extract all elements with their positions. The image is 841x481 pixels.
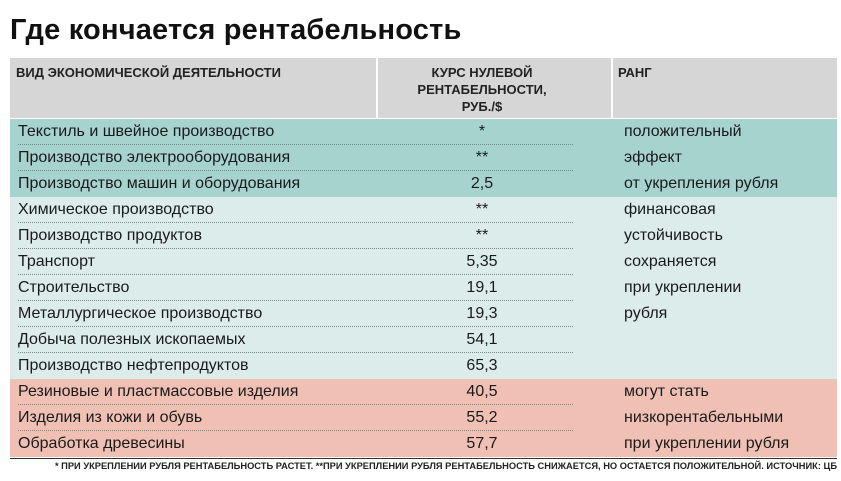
table-row: Химическое производство ** финансовая — [10, 197, 837, 223]
group-positive-effect: Текстиль и швейное производство * положите… — [10, 119, 837, 197]
table-row: Производство нефтепродуктов 65,3 — [18, 357, 498, 374]
column-header-rate: КУРС НУЛЕВОЙ РЕНТАБЕЛЬНОСТИ, РУБ./$ — [417, 65, 547, 114]
group-stable: Химическое производство ** финансовая Прои… — [10, 197, 837, 379]
column-header-rank: РАНГ — [618, 65, 652, 80]
header-divider — [611, 58, 613, 118]
table-row: Обработка древесины 57,7 при укреплении ру… — [18, 435, 790, 452]
table-row: Добыча полезных ископаемых 54,1 — [10, 327, 837, 353]
table-row: Изделия из кожи и обувь 55,2 низкорентабел… — [10, 405, 837, 431]
table-header: ВИД ЭКОНОМИЧЕСКОЙ ДЕЯТЕЛЬНОСТИ КУРС НУЛЕ… — [10, 58, 837, 118]
group-low-profit: Резиновые и пластмассовые изделия 40,5 мог… — [10, 379, 837, 457]
table-row: Резиновые и пластмассовые изделия 40,5 мог… — [10, 379, 837, 405]
profitability-table: ВИД ЭКОНОМИЧЕСКОЙ ДЕЯТЕЛЬНОСТИ КУРС НУЛЕ… — [10, 58, 837, 457]
table-row: Металлургическое производство 19,3 рубля — [10, 301, 837, 327]
header-divider — [376, 58, 378, 118]
table-row: Транспорт 5,35 сохраняется — [10, 249, 837, 275]
column-header-activity: ВИД ЭКОНОМИЧЕСКОЙ ДЕЯТЕЛЬНОСТИ — [16, 65, 281, 80]
table-row: Строительство 19,1 при укреплении — [10, 275, 837, 301]
table-row: Производство электрооборудования ** эффект — [10, 145, 837, 171]
table-row: Производство продуктов ** устойчивость — [10, 223, 837, 249]
page-title: Где кончается рентабельность — [10, 14, 462, 46]
table-row: Текстиль и швейное производство * положите… — [10, 119, 837, 145]
footnote: * ПРИ УКРЕПЛЕНИИ РУБЛЯ РЕНТАБЕЛЬНОСТЬ РА… — [10, 458, 837, 471]
table-row: Производство машин и оборудования 2,5 от у… — [18, 175, 779, 192]
